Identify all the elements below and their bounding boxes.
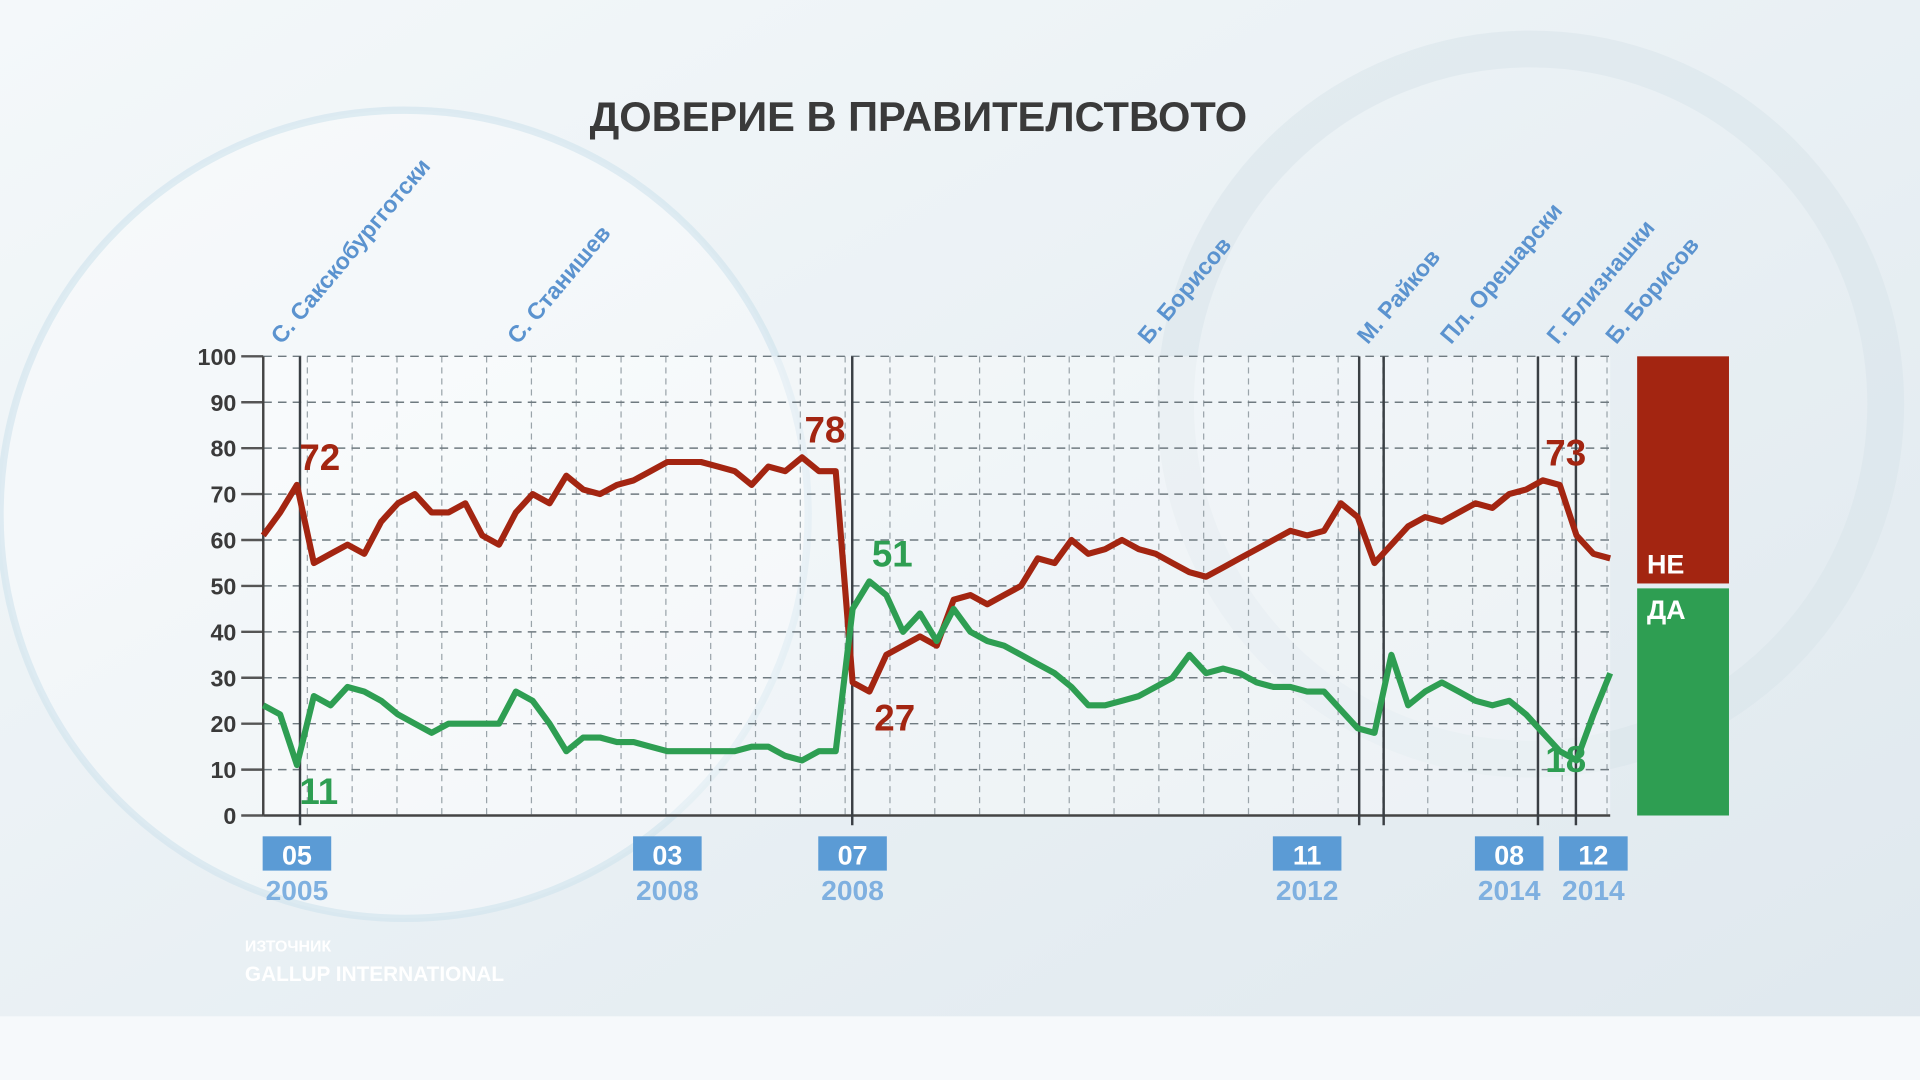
y-tick-label: 60 [210,528,236,554]
x-tick-box [1559,836,1628,871]
data-label: 72 [299,437,340,478]
x-tick-year: 2012 [1276,875,1339,906]
globe-ring [0,106,812,922]
data-label: 27 [874,698,915,739]
x-tick-year: 2008 [636,875,699,906]
y-tick-label: 30 [210,665,236,691]
x-tick-year: 2014 [1478,875,1541,906]
x-tick-month: 07 [838,840,868,870]
plot-area [263,356,1611,816]
y-tick-label: 90 [210,390,236,416]
x-tick-month: 11 [1293,840,1321,870]
x-tick-month: 08 [1494,840,1524,870]
data-label: 78 [804,410,845,451]
x-tick-year: 2008 [821,875,884,906]
emblem-decoration [1157,30,1905,778]
y-tick-label: 0 [223,803,236,829]
source-label: ИЗТОЧНИК [245,938,332,955]
y-tick-label: 100 [198,344,237,370]
y-tick-label: 80 [210,436,236,462]
chart-title: ДОВЕРИЕ В ПРАВИТЕЛСТВОТО [590,93,1248,140]
source: GALLUP INTERNATIONAL [245,963,504,986]
data-label: 73 [1545,433,1586,474]
y-tick-label: 20 [210,711,236,737]
x-tick-month: 12 [1578,840,1608,870]
data-label: 11 [299,771,338,812]
x-tick-year: 2014 [1562,875,1625,906]
series-line [260,454,1612,695]
x-tick-box [633,836,702,871]
y-tick-label: 50 [210,573,236,599]
y-tick-label: 70 [210,482,236,508]
legend-label: НЕ [1647,550,1684,580]
footer-band [0,1016,1920,1080]
y-tick-label: 10 [210,757,236,783]
globe-decoration [0,110,809,919]
series-line [261,578,1614,769]
legend-swatch [1637,588,1729,816]
x-tick-box [262,836,332,871]
x-tick-month: 03 [652,840,682,870]
x-tick-year: 2005 [266,875,329,906]
data-label: 18 [1545,739,1586,780]
x-tick-month: 05 [282,840,312,870]
y-tick-label: 40 [210,619,236,645]
x-tick-box [1272,836,1342,871]
x-tick-box [1474,836,1544,871]
legend-swatch [1637,356,1729,584]
x-tick-box [818,836,887,871]
data-label: 51 [872,534,913,575]
legend-label: ДА [1647,595,1686,625]
